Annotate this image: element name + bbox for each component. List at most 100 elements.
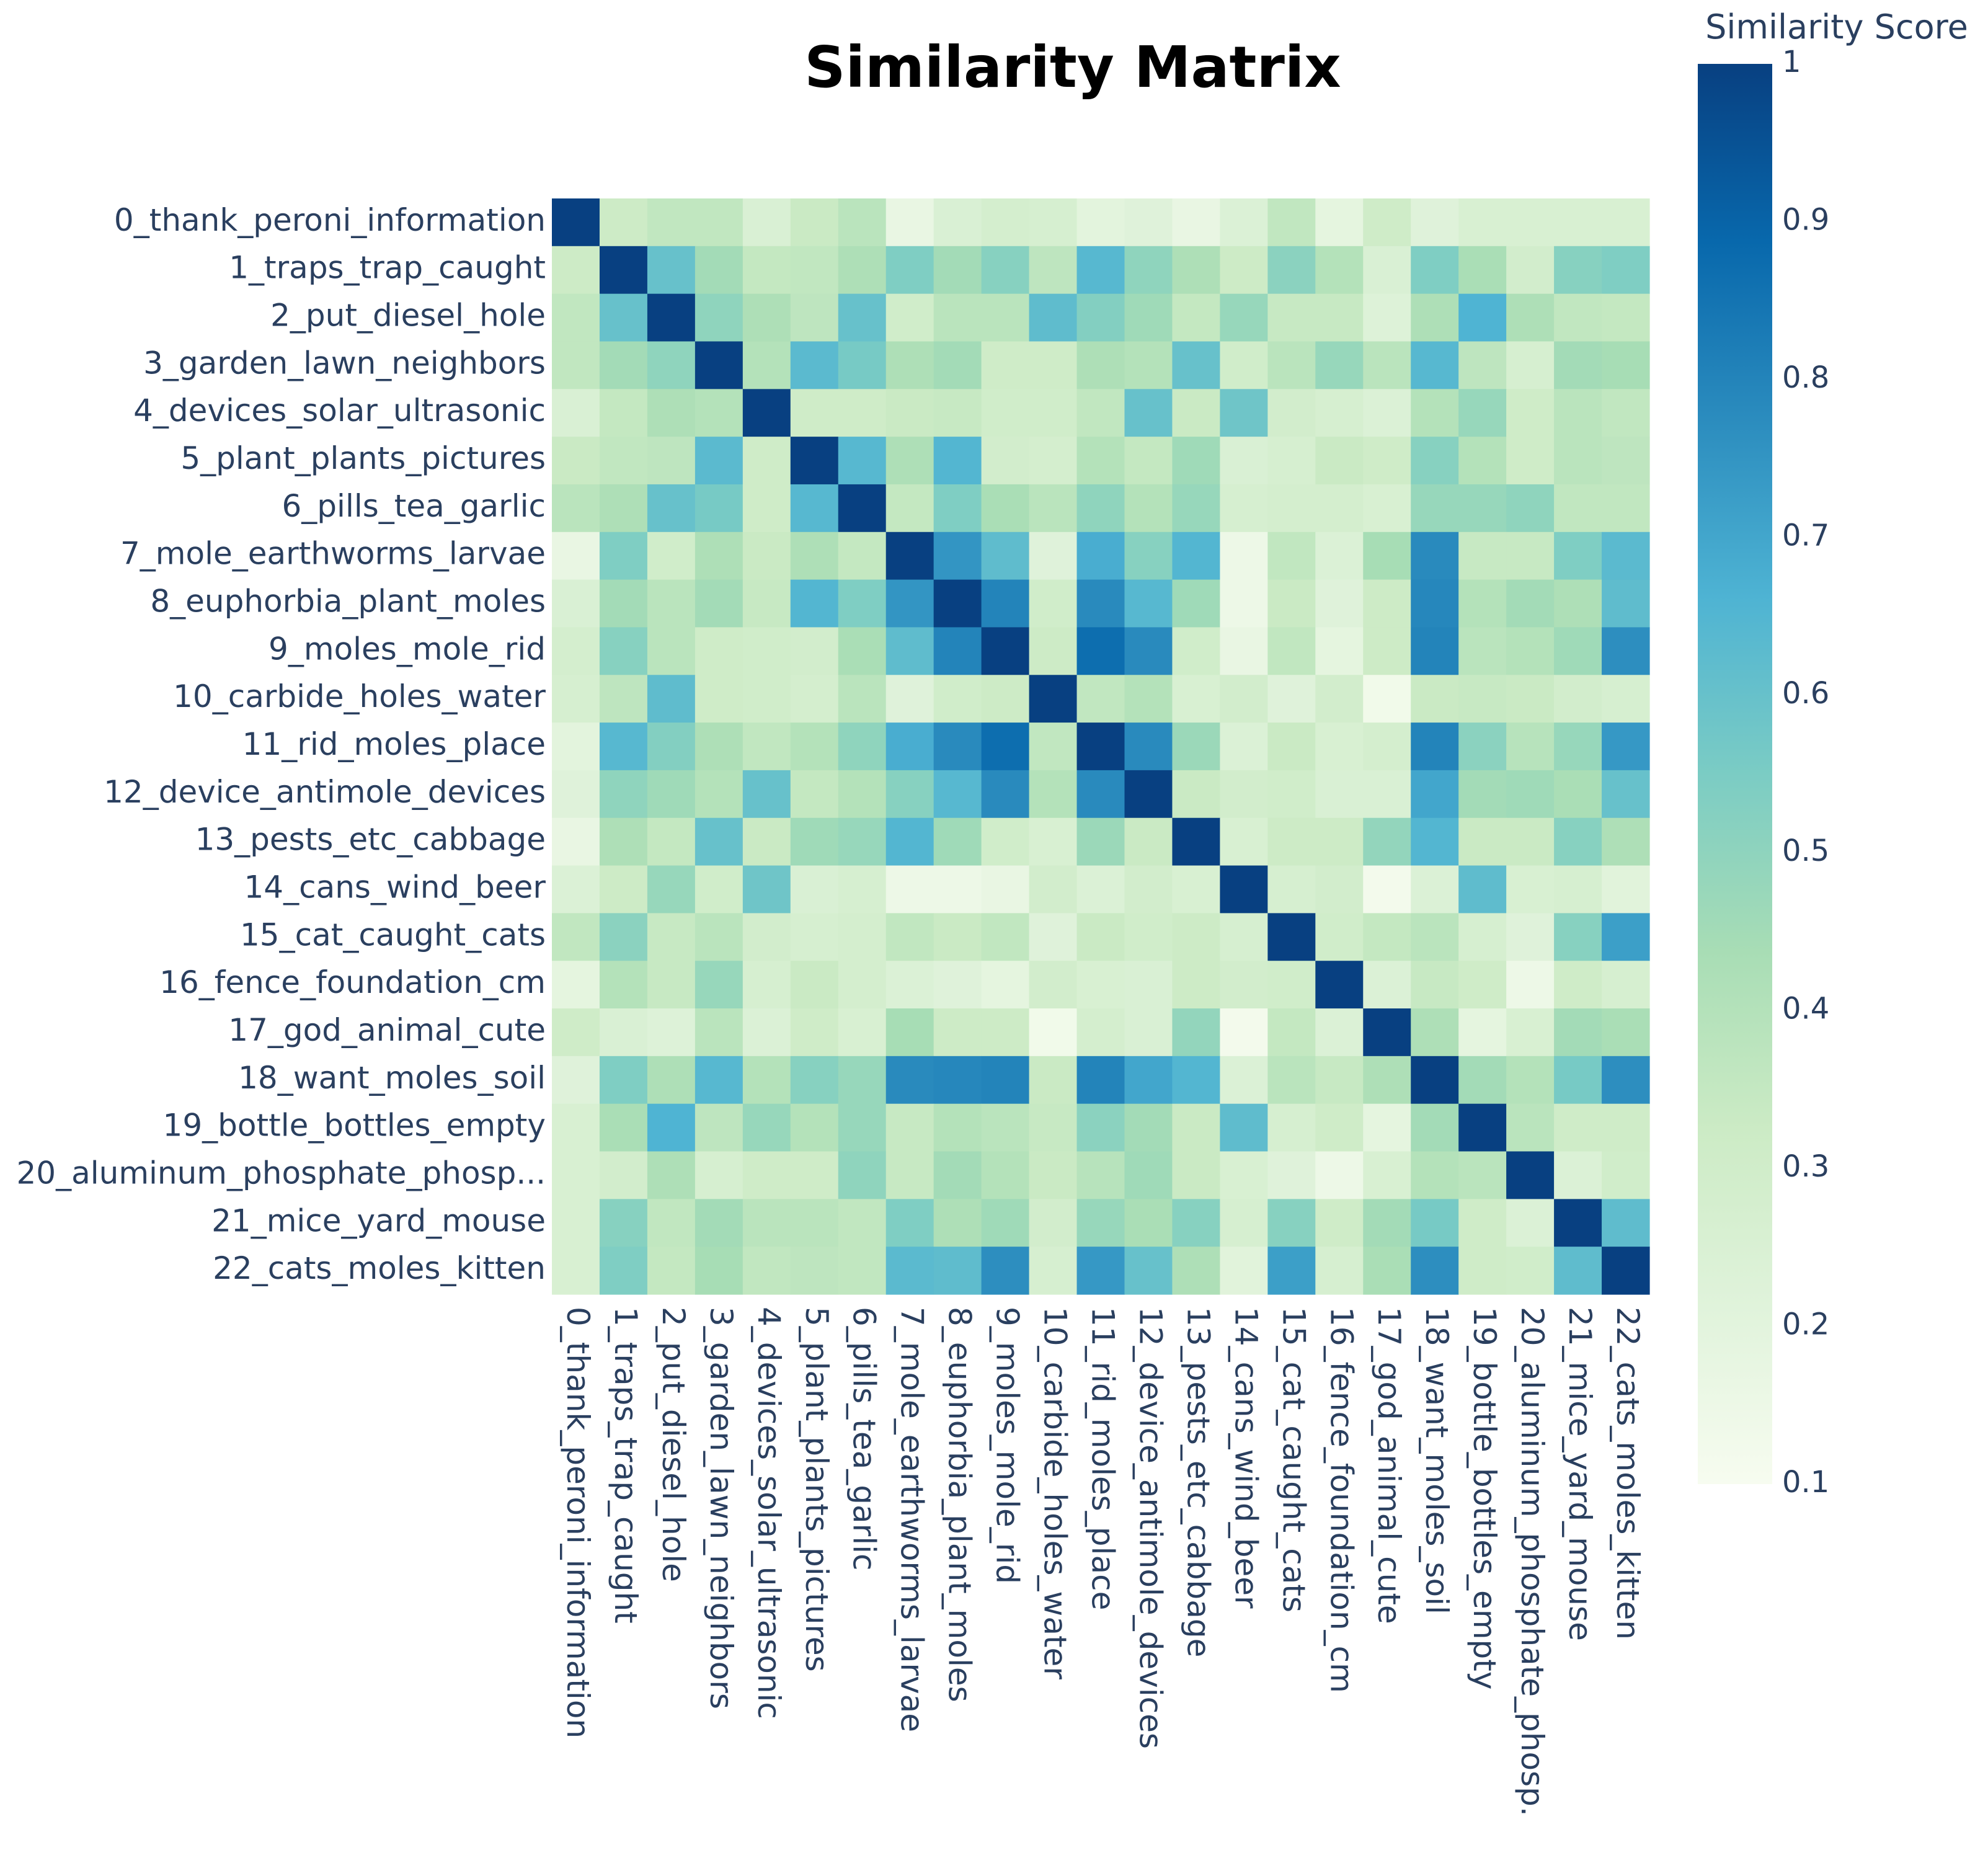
heatmap-cell-11-7 [885, 723, 934, 771]
heatmap-cell-16-19 [1458, 961, 1507, 1009]
heatmap-cell-8-0 [552, 579, 600, 628]
x-tick-label-10: 10_carbide_holes_water [1037, 1307, 1073, 1679]
heatmap-cell-15-16 [1315, 913, 1364, 961]
heatmap-cell-15-9 [981, 913, 1030, 961]
x-tick-label-13: 13_pests_etc_cabbage [1180, 1307, 1216, 1657]
heatmap-cell-7-11 [1076, 531, 1125, 580]
heatmap-cell-22-8 [933, 1247, 982, 1295]
y-tick-label-22: 22_cats_moles_kitten [213, 1250, 546, 1286]
heatmap-cell-14-2 [647, 865, 696, 914]
heatmap-cell-12-8 [933, 770, 982, 819]
chart-title: Similarity Matrix [804, 34, 1341, 100]
heatmap-cell-18-5 [790, 1056, 839, 1105]
heatmap-cell-1-8 [933, 246, 982, 295]
x-tick-label-1: 1_traps_trap_caught [608, 1307, 644, 1624]
x-tick-label-14: 14_cans_wind_beer [1228, 1307, 1264, 1609]
heatmap-cell-10-13 [1172, 675, 1220, 723]
heatmap-cell-21-8 [933, 1199, 982, 1247]
heatmap-cell-19-12 [1124, 1103, 1173, 1152]
heatmap-cell-21-1 [599, 1199, 648, 1247]
heatmap-cell-8-3 [694, 579, 743, 628]
y-tick-label-7: 7_mole_earthworms_larvae [120, 536, 546, 572]
heatmap-cell-11-11 [1076, 723, 1125, 771]
heatmap-cell-20-14 [1220, 1151, 1268, 1199]
heatmap-cell-9-0 [552, 627, 600, 675]
heatmap-cell-3-2 [647, 341, 696, 389]
heatmap-cell-20-8 [933, 1151, 982, 1199]
heatmap-cell-2-6 [838, 293, 887, 342]
heatmap-cell-9-6 [838, 627, 887, 675]
heatmap-cell-5-2 [647, 437, 696, 485]
heatmap-cell-9-3 [694, 627, 743, 675]
heatmap-cell-2-18 [1411, 293, 1459, 342]
x-tick-label-18: 18_want_moles_soil [1419, 1307, 1455, 1614]
heatmap-cell-5-22 [1602, 437, 1650, 485]
y-tick-label-17: 17_god_animal_cute [228, 1012, 546, 1048]
heatmap-cell-7-18 [1411, 531, 1459, 580]
heatmap-cell-3-6 [838, 341, 887, 389]
heatmap-cell-14-22 [1602, 865, 1650, 914]
heatmap-cell-1-14 [1220, 246, 1268, 295]
heatmap-cell-18-22 [1602, 1056, 1650, 1105]
heatmap-cell-10-5 [790, 675, 839, 723]
heatmap-cell-22-5 [790, 1247, 839, 1295]
heatmap-cell-19-2 [647, 1103, 696, 1152]
y-tick-label-14: 14_cans_wind_beer [244, 869, 546, 905]
heatmap-cell-0-9 [981, 198, 1030, 247]
heatmap-cell-15-11 [1076, 913, 1125, 961]
heatmap-cell-6-22 [1602, 484, 1650, 533]
heatmap-cell-22-17 [1363, 1247, 1411, 1295]
heatmap-cell-8-20 [1506, 579, 1555, 628]
heatmap-cell-6-17 [1363, 484, 1411, 533]
heatmap-cell-14-20 [1506, 865, 1555, 914]
heatmap-cell-20-11 [1076, 1151, 1125, 1199]
x-axis-tick-labels: 0_thank_peroni_information 1_traps_trap_c… [560, 1307, 1646, 1817]
heatmap-cell-15-5 [790, 913, 839, 961]
heatmap-cell-10-15 [1267, 675, 1316, 723]
x-tick-label-19: 19_bottle_bottles_empty [1467, 1307, 1502, 1689]
heatmap-cell-7-20 [1506, 531, 1555, 580]
y-tick-label-18: 18_want_moles_soil [238, 1060, 546, 1096]
heatmap-cell-17-11 [1076, 1008, 1125, 1057]
heatmap-cell-12-11 [1076, 770, 1125, 819]
heatmap-cell-9-19 [1458, 627, 1507, 675]
y-tick-label-10: 10_carbide_holes_water [173, 678, 546, 714]
heatmap-cell-20-9 [981, 1151, 1030, 1199]
heatmap-cell-5-12 [1124, 437, 1173, 485]
heatmap-cell-8-13 [1172, 579, 1220, 628]
heatmap-cell-6-13 [1172, 484, 1220, 533]
heatmap-cell-21-2 [647, 1199, 696, 1247]
heatmap-cell-13-4 [742, 817, 791, 866]
heatmap-cell-7-10 [1029, 531, 1078, 580]
heatmap-cell-2-1 [599, 293, 648, 342]
heatmap-cell-11-3 [694, 723, 743, 771]
heatmap-cell-19-21 [1554, 1103, 1602, 1152]
heatmap-cell-11-13 [1172, 723, 1220, 771]
heatmap-cell-17-22 [1602, 1008, 1650, 1057]
heatmap-cell-12-0 [552, 770, 600, 819]
heatmap-cell-8-7 [885, 579, 934, 628]
heatmap-cell-11-14 [1220, 723, 1268, 771]
heatmap-cell-22-2 [647, 1247, 696, 1295]
heatmap-cell-10-1 [599, 675, 648, 723]
heatmap-cell-5-20 [1506, 437, 1555, 485]
x-tick-label-4: 4_devices_solar_ultrasonic [751, 1307, 787, 1719]
heatmap-cell-13-8 [933, 817, 982, 866]
heatmap-cell-21-5 [790, 1199, 839, 1247]
heatmap-cell-4-6 [838, 389, 887, 437]
heatmap-cell-19-14 [1220, 1103, 1268, 1152]
heatmap-cell-4-15 [1267, 389, 1316, 437]
heatmap-cell-16-14 [1220, 961, 1268, 1009]
heatmap-cell-21-13 [1172, 1199, 1220, 1247]
heatmap-cell-13-12 [1124, 817, 1173, 866]
heatmap-cell-2-14 [1220, 293, 1268, 342]
heatmap-cell-3-3 [694, 341, 743, 389]
heatmap-cell-0-18 [1411, 198, 1459, 247]
heatmap-cell-4-3 [694, 389, 743, 437]
heatmap-cell-4-2 [647, 389, 696, 437]
heatmap-cell-14-4 [742, 865, 791, 914]
heatmap-cell-6-4 [742, 484, 791, 533]
heatmap-cell-8-19 [1458, 579, 1507, 628]
heatmap-cell-15-6 [838, 913, 887, 961]
heatmap-cell-16-18 [1411, 961, 1459, 1009]
